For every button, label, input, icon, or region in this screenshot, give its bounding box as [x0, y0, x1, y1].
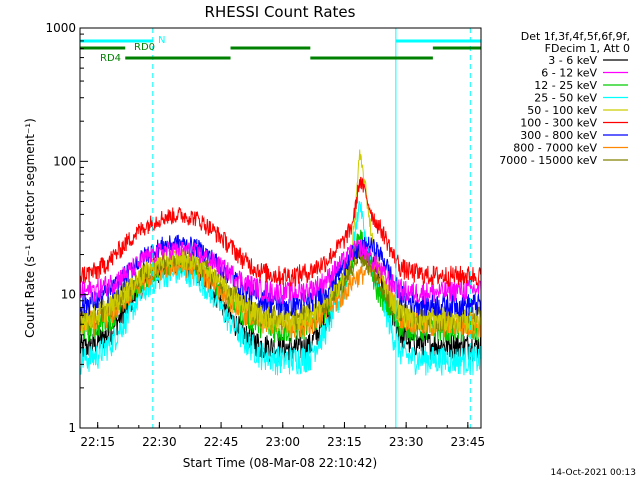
x-tick-label-3: 23:00 — [265, 435, 300, 449]
chart-title: RHESSI Count Rates — [205, 3, 356, 21]
x-tick-label-2: 22:45 — [204, 435, 239, 449]
x-axis-label: Start Time (08-Mar-08 22:10:42) — [183, 456, 377, 470]
series-layer — [80, 149, 481, 376]
legend-label-1: 6 - 12 keV — [541, 67, 597, 80]
plot-frame — [79, 27, 482, 429]
footer-timestamp: 14-Oct-2021 00:13 — [551, 468, 636, 478]
legend-label-3: 25 - 50 keV — [534, 92, 597, 105]
x-tick-label-1: 22:30 — [142, 435, 177, 449]
series-line-1 — [80, 239, 481, 305]
y-axis-ticks: 1 10 100 1000 — [45, 21, 88, 435]
y-tick-label-0: 1 — [68, 421, 76, 435]
flag-label-rd0: RD0 — [134, 42, 155, 53]
y-tick-label-1: 10 — [61, 288, 76, 302]
legend-header-line-1: Det 1f,3f,4f,5f,6f,9f, — [521, 30, 630, 43]
legend-label-6: 300 - 800 keV — [520, 129, 597, 142]
y-tick-label-3: 1000 — [45, 21, 76, 35]
flag-label-n: N — [158, 35, 165, 46]
series-line-6 — [80, 234, 481, 318]
x-axis-ticks: 22:15 22:30 22:45 23:00 23:15 23:30 23:45 — [80, 422, 485, 449]
legend-label-7: 800 - 7000 keV — [513, 142, 597, 155]
legend-label-5: 100 - 300 keV — [520, 117, 597, 130]
legend-label-8: 7000 - 15000 keV — [499, 154, 597, 167]
legend-label-0: 3 - 6 keV — [548, 54, 597, 67]
series-line-5 — [80, 176, 481, 287]
y-tick-label-2: 100 — [53, 154, 76, 168]
x-tick-label-6: 23:45 — [451, 435, 486, 449]
series-line-3 — [80, 200, 481, 376]
x-tick-label-5: 23:30 — [389, 435, 424, 449]
legend-label-2: 12 - 25 keV — [534, 79, 597, 92]
legend-label-4: 50 - 100 keV — [527, 104, 597, 117]
legend-header-line-2: FDecim 1, Att 0 — [545, 42, 630, 55]
flag-label-rd4: RD4 — [100, 53, 121, 64]
x-tick-label-4: 23:15 — [327, 435, 362, 449]
x-tick-label-0: 22:15 — [80, 435, 115, 449]
y-axis-label: Count Rate (s⁻¹ detector segment⁻¹) — [23, 118, 37, 338]
